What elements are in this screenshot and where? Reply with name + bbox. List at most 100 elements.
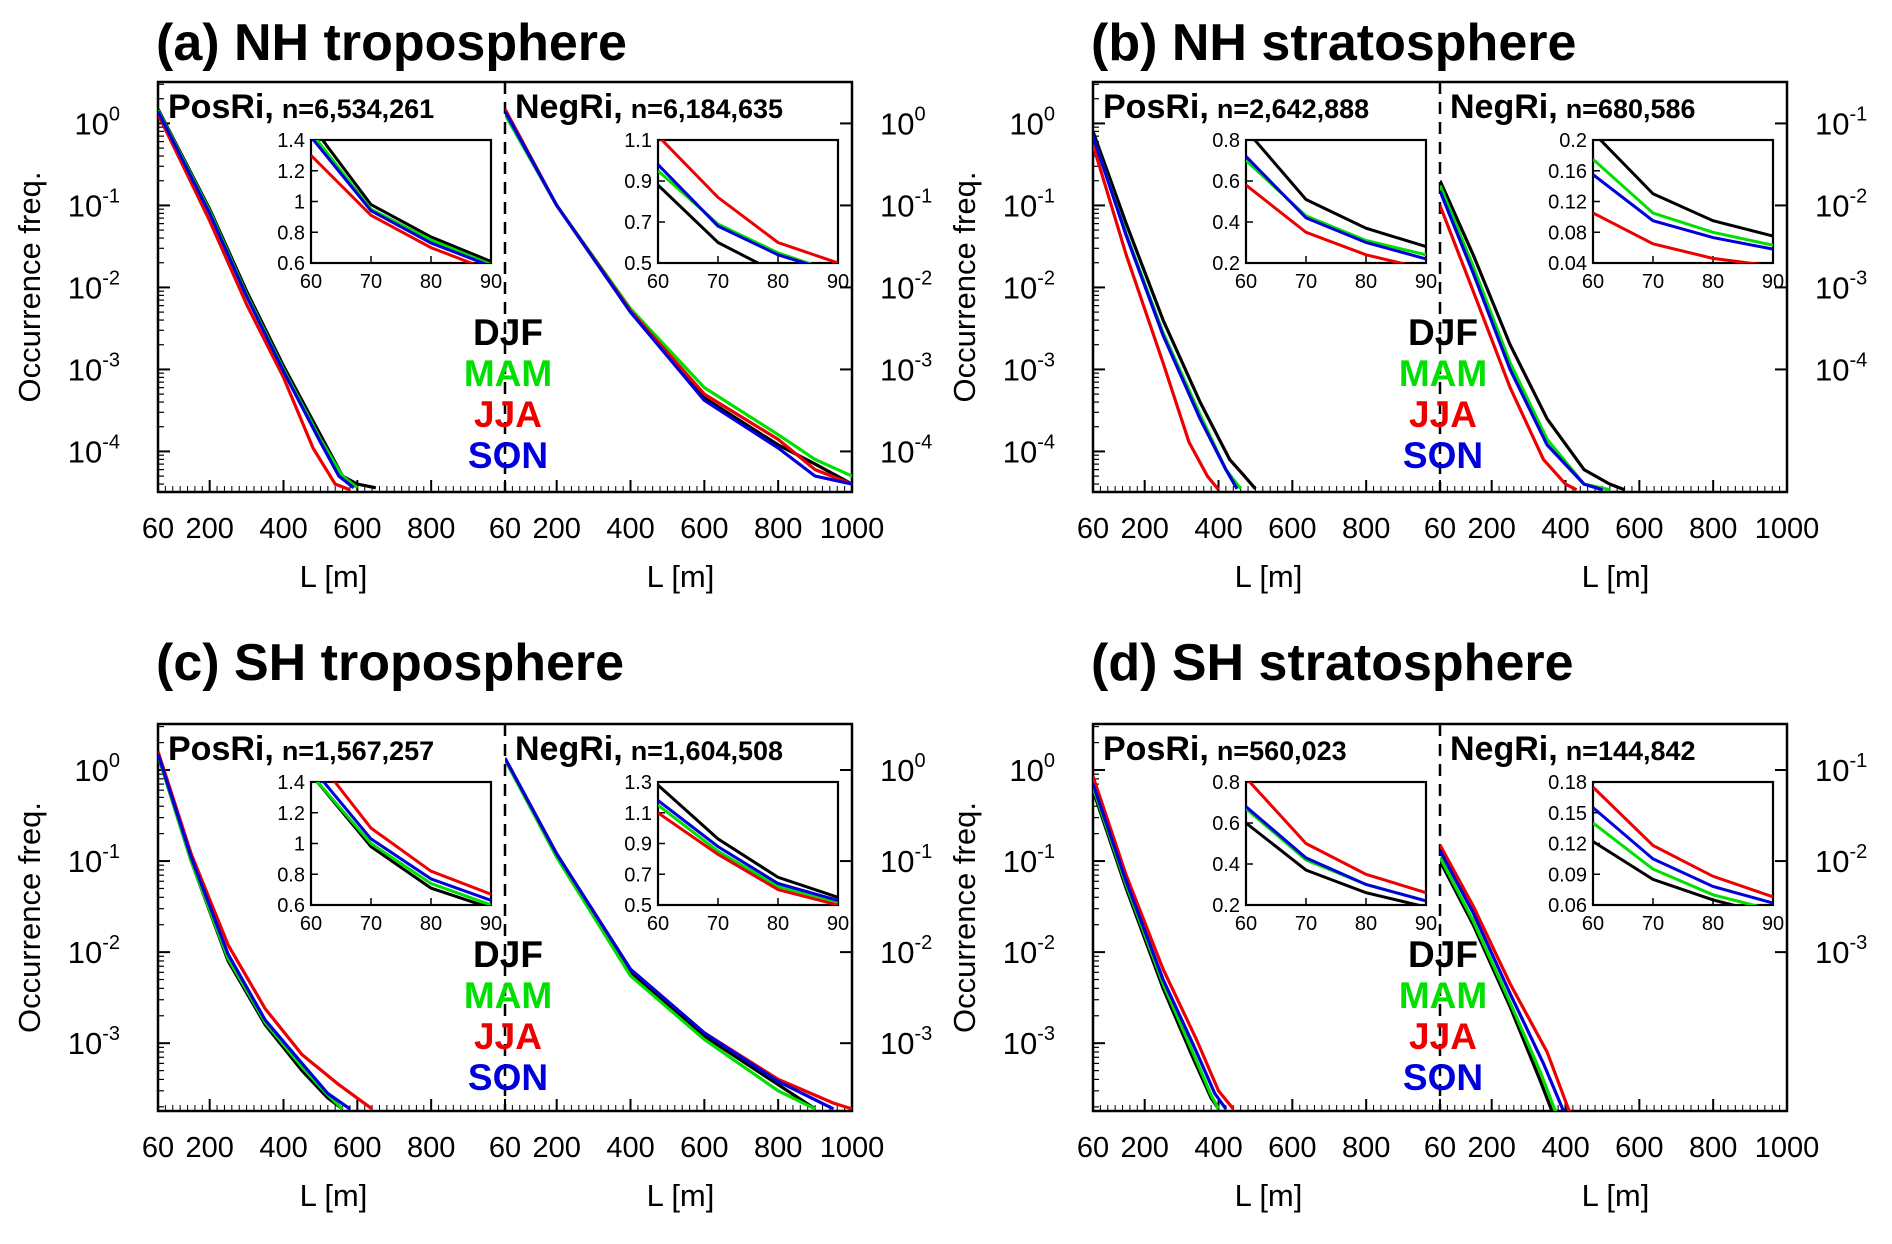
legend-djf: DJF [1408,934,1478,975]
half-header: PosRi, n=6,534,261 [168,88,434,126]
x-tick-label: 800 [1689,513,1737,545]
x-tick-label: 200 [532,1132,580,1164]
x-axis-label: L [m] [300,559,368,594]
inset-series-son [1593,173,1773,251]
x-tick-label: 800 [407,513,455,545]
half-header: PosRi, n=2,642,888 [1103,88,1369,126]
inset-chart: 60 70 80 90 0.5 0.7 0.9 1.1 1.3 [624,772,849,935]
inset-y-tick-label: 0.12 [1548,192,1587,214]
inset-y-tick-label: 0.2 [1559,130,1587,152]
inset-x-tick-label: 60 [1235,913,1257,935]
right-y-tick-label: 10-1 [1815,103,1867,141]
inset-series-jja [1246,183,1407,263]
inset-series-jja [1593,211,1761,263]
right-y-tick-label: 100 [880,750,926,788]
legend-jja: JJA [474,394,542,435]
inset-x-tick-label: 90 [1415,913,1437,935]
x-tick-label: 800 [1689,1132,1737,1164]
x-tick-label: 800 [754,1132,802,1164]
legend-djf: DJF [473,312,543,353]
inset-y-tick-label: 0.6 [277,895,305,917]
inset-y-tick-label: 0.12 [1548,834,1587,856]
legend-son: SON [1403,435,1483,476]
inset-x-tick-label: 90 [827,271,849,293]
x-tick-label: 800 [407,1132,455,1164]
inset-y-tick-label: 0.8 [1212,130,1240,152]
series-line-mam [1440,856,1558,1111]
inset-x-tick-label: 90 [1415,271,1437,293]
x-tick-label: 1000 [1755,1132,1820,1164]
x-tick-label: 600 [680,513,728,545]
inset-y-tick-label: 1.2 [277,161,305,183]
inset-frame [1591,780,1775,907]
legend-jja: JJA [474,1016,542,1057]
half-negri: 60 200 400 600 800 1000 L [m] NegRi, n=144,842 60… [1424,730,1819,1213]
inset-x-tick-label: 80 [767,271,789,293]
panel-title: (d) SH stratosphere [1091,634,1574,692]
right-y-tick-label: 100 [880,103,926,141]
y-tick-label: 100 [1009,103,1055,141]
inset-chart: 60 70 80 90 0.04 0.08 0.12 0.16 0.2 [1548,130,1784,293]
x-tick-label: 60 [1077,513,1109,545]
panel-d: (d) SH stratosphere 100 10-1 10-2 10-3 10-1 10… [947,634,1867,1213]
inset-series-mam [1593,821,1760,905]
inset-series-djf [658,783,838,899]
y-tick-label: 10-3 [68,1023,120,1061]
legend-djf: DJF [473,934,543,975]
x-tick-label: 1000 [820,1132,885,1164]
inset-y-tick-label: 1.2 [277,803,305,825]
legend-son: SON [468,1057,548,1098]
inset-x-tick-label: 70 [360,913,382,935]
inset-y-tick-label: 0.09 [1548,864,1587,886]
inset-y-tick-label: 0.6 [277,253,305,275]
half-header: NegRi, n=144,842 [1450,730,1696,768]
y-tick-label: 10-3 [68,349,120,387]
x-tick-label: 400 [259,513,307,545]
inset-series-son [658,163,810,263]
x-tick-label: 60 [489,1132,521,1164]
x-tick-label: 600 [680,1132,728,1164]
right-y-tick-label: 10-3 [1815,267,1867,305]
inset-y-tick-label: 0.7 [624,212,652,234]
inset-series-jja [311,154,476,263]
half-header: PosRi, n=560,023 [1103,730,1347,768]
right-y-tick-label: 10-1 [1815,750,1867,788]
inset-series-son [311,140,488,263]
inset-x-tick-label: 60 [1582,913,1604,935]
panel-title: (a) NH troposphere [156,14,627,72]
inset-x-tick-label: 60 [1235,271,1257,293]
series-line-son [1093,783,1228,1110]
inset-series-jja [659,140,838,263]
inset-x-tick-label: 80 [1355,913,1377,935]
x-tick-label: 800 [754,513,802,545]
y-tick-label: 10-1 [1003,185,1055,223]
inset-series-djf [658,184,762,263]
y-axis-label: Occurrence freq. [12,802,47,1033]
inset-series-mam [315,782,491,905]
inset-series-jja [1247,782,1426,895]
legend-djf: DJF [1408,312,1478,353]
x-tick-label: 400 [606,513,654,545]
x-axis-label: L [m] [300,1178,368,1213]
inset-chart: 60 70 80 90 0.2 0.4 0.6 0.8 [1212,772,1437,935]
inset-x-tick-label: 70 [360,271,382,293]
half-posri: 60 200 400 600 800 L [m] PosRi, n=560,023 60 70 80… [1077,730,1437,1213]
x-tick-label: 400 [259,1132,307,1164]
inset-y-tick-label: 0.4 [1212,854,1240,876]
y-tick-label: 10-2 [68,267,120,305]
panel-title: (b) NH stratosphere [1091,14,1576,72]
x-tick-label: 400 [1541,513,1589,545]
x-tick-label: 200 [1120,1132,1168,1164]
inset-y-tick-label: 1 [294,192,305,214]
inset-x-tick-label: 90 [1762,271,1784,293]
y-tick-label: 10-2 [68,932,120,970]
inset-x-tick-label: 70 [1642,271,1664,293]
inset-series-jja [333,782,491,896]
inset-series-mam [315,140,491,263]
y-tick-label: 10-3 [1003,349,1055,387]
inset-series-mam [1593,158,1773,247]
x-tick-label: 60 [142,513,174,545]
inset-y-tick-label: 0.06 [1548,895,1587,917]
series-line-jja [1093,144,1220,491]
series-line-jja [1440,844,1571,1111]
